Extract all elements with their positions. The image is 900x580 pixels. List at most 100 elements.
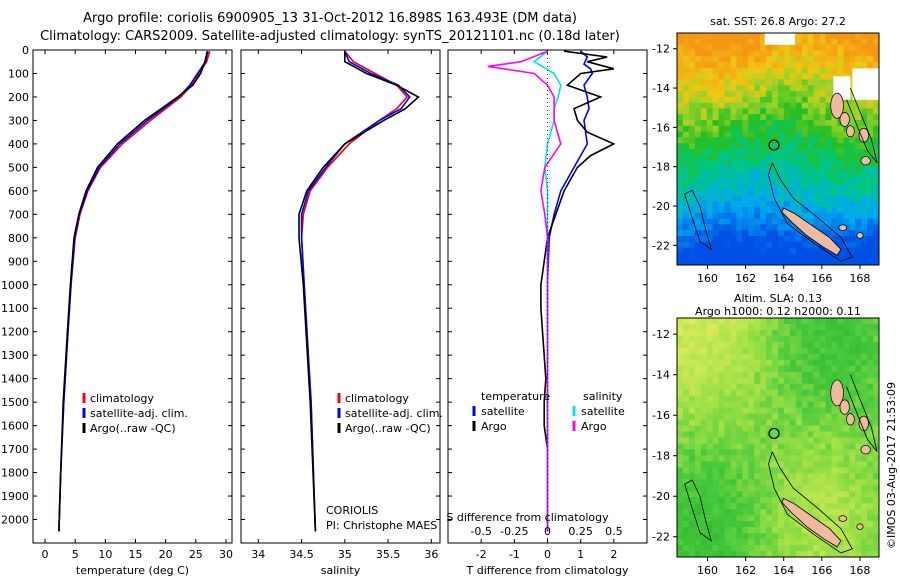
map-cell	[813, 85, 821, 92]
map-cell	[742, 236, 749, 243]
map-cell	[855, 56, 862, 63]
map-cell	[837, 437, 844, 445]
map-cell	[807, 108, 815, 115]
map-cell	[825, 413, 832, 421]
map-cell	[718, 449, 726, 456]
map-cell	[706, 425, 714, 433]
map-cell	[772, 533, 779, 540]
map-cell	[682, 365, 690, 373]
map-cell	[807, 143, 815, 150]
map-cell	[783, 253, 791, 260]
map-cell	[819, 79, 827, 86]
map-cell	[819, 96, 827, 104]
map-cell	[772, 50, 779, 57]
map-cell	[682, 479, 690, 486]
map-cell	[813, 545, 821, 552]
map-cell	[861, 114, 868, 121]
map-cell	[795, 533, 803, 540]
map-cell	[694, 515, 702, 522]
map-cell	[873, 383, 879, 391]
map-cell	[801, 437, 809, 445]
map-cell	[807, 527, 815, 534]
map-cell	[682, 62, 690, 69]
map-cell	[825, 108, 832, 115]
map-cell	[736, 108, 743, 115]
map-cell	[837, 253, 844, 260]
x-tick-label: 160	[697, 564, 718, 577]
map-cell	[760, 437, 767, 445]
map-cell	[677, 485, 684, 492]
map-cell	[677, 533, 684, 540]
map-cell	[760, 324, 767, 331]
map-cell	[861, 207, 868, 214]
argo-position-marker	[768, 427, 780, 440]
map-cell	[831, 527, 838, 534]
map-cell	[766, 455, 773, 462]
axes-box	[32, 49, 233, 544]
map-cell	[772, 419, 779, 427]
map-cell	[867, 335, 874, 343]
map-cell	[682, 527, 690, 534]
map-cell	[843, 318, 850, 325]
map-cell	[813, 419, 821, 427]
map-cell	[766, 443, 773, 451]
x-axis-label: T difference from climatology	[466, 564, 629, 577]
map-cell	[742, 467, 749, 474]
map-cell	[819, 318, 827, 325]
map-cell	[748, 166, 755, 173]
map-cell	[688, 172, 696, 179]
map-cell	[706, 143, 714, 150]
map-cell	[831, 443, 838, 451]
map-cell	[772, 131, 779, 138]
map-cell	[677, 371, 684, 379]
map-cell	[694, 521, 702, 528]
map-cell	[778, 515, 785, 522]
map-cell	[813, 515, 821, 522]
map-cell	[736, 485, 743, 492]
map-cell	[813, 143, 821, 150]
series-line-climatology	[58, 50, 211, 532]
map-cell	[843, 491, 850, 498]
map-cell	[795, 425, 803, 433]
map-cell	[712, 401, 720, 409]
map-cell	[718, 207, 726, 214]
map-cell	[861, 437, 868, 445]
map-cell	[855, 224, 862, 231]
map-cell	[718, 137, 726, 144]
map-cell	[849, 201, 856, 208]
map-cell	[831, 497, 838, 504]
map-cell	[677, 73, 684, 80]
map-cell	[688, 359, 696, 367]
map-cell	[843, 365, 850, 373]
map-cell	[783, 120, 791, 127]
map-cell	[712, 473, 720, 480]
map-cell	[801, 491, 809, 498]
map-cell	[873, 449, 879, 456]
map-cell	[700, 467, 708, 474]
map-cell	[795, 341, 803, 349]
map-cell	[843, 56, 850, 63]
map-cell	[831, 50, 838, 57]
map-cell	[754, 102, 761, 109]
map-cell	[718, 79, 726, 86]
map-cell	[718, 224, 726, 231]
map-cell	[677, 230, 684, 237]
map-cell	[677, 38, 684, 46]
map-cell	[783, 455, 791, 462]
map-cell	[766, 329, 773, 337]
map-cell	[772, 44, 779, 51]
map-cell	[778, 253, 785, 260]
map-cell	[718, 371, 726, 379]
map-cell	[825, 419, 832, 427]
s-tick-label: 0.25	[568, 525, 593, 538]
map-cell	[778, 461, 785, 468]
map-cell	[736, 85, 743, 92]
map-cell	[801, 73, 809, 80]
map-cell	[783, 91, 791, 98]
map-cell	[718, 389, 726, 397]
map-cell	[754, 437, 761, 445]
map-cell	[688, 329, 696, 337]
map-cell	[730, 259, 737, 265]
map-cell	[766, 120, 773, 127]
